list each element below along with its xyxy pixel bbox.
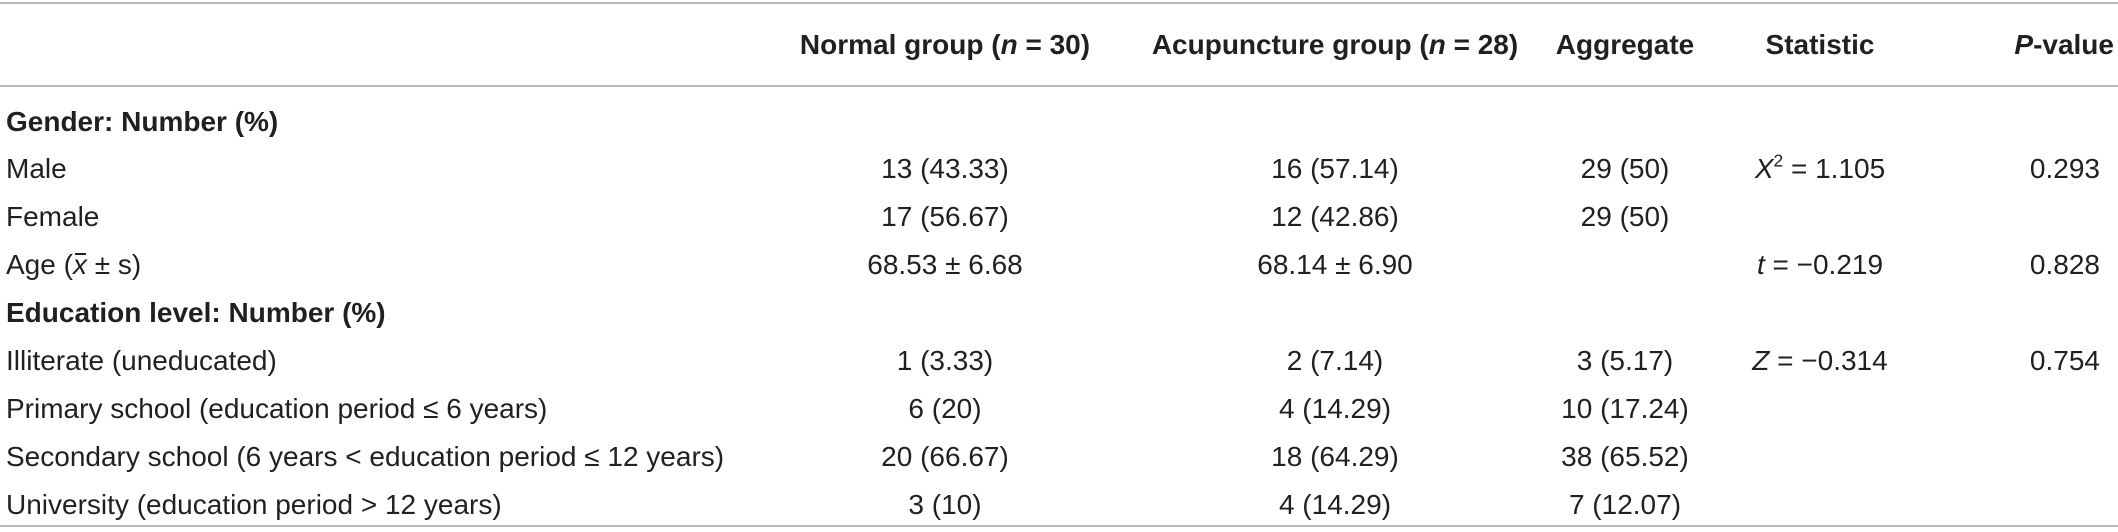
bottom-rule	[0, 525, 2118, 527]
statistic-value	[1720, 481, 1920, 529]
p-value	[1920, 481, 2118, 529]
normal-group-value: 13 (43.33)	[881, 153, 1009, 184]
normal-group-value: 17 (56.67)	[881, 201, 1009, 232]
header-label-column	[0, 4, 750, 85]
acupuncture-group-value: 12 (42.86)	[1271, 201, 1399, 232]
statistic-value: X2 = 1.105	[1754, 150, 1886, 184]
table-row: Secondary school (6 years < education pe…	[0, 433, 2118, 481]
acupuncture-group-value: 2 (7.14)	[1286, 345, 1384, 376]
p-value	[1920, 193, 2118, 241]
aggregate-value: 3 (5.17)	[1576, 345, 1674, 376]
table-body: Gender: Number (%) Male 13 (43.33) 16 (57.1…	[0, 85, 2118, 529]
statistic-value	[1720, 433, 1920, 481]
aggregate-value: 10 (17.24)	[1561, 393, 1689, 424]
p-value: 0.754	[2029, 345, 2100, 376]
normal-group-value: 1 (3.33)	[896, 345, 994, 376]
acupuncture-group-value: 18 (64.29)	[1271, 441, 1399, 472]
aggregate-value	[1530, 241, 1720, 289]
row-label: Female	[6, 201, 100, 232]
aggregate-value: 29 (50)	[1580, 201, 1670, 232]
normal-group-value: 68.53 ± 6.68	[867, 249, 1023, 280]
aggregate-value: 29 (50)	[1580, 153, 1670, 184]
row-label: Male	[6, 153, 67, 184]
statistic-value	[1720, 193, 1920, 241]
p-value: 0.293	[2029, 153, 2100, 184]
table-row: Male 13 (43.33) 16 (57.14) 29 (50) X2 = 1.10…	[0, 145, 2118, 193]
section-label: Gender: Number (%)	[6, 106, 279, 137]
section-label: Education level: Number (%)	[6, 297, 386, 328]
header-acupuncture-group: Acupuncture group (n = 28)	[1151, 28, 1519, 60]
table-row: Illiterate (uneducated) 1 (3.33) 2 (7.14) 3…	[0, 337, 2118, 385]
statistic-value: t = −0.219	[1756, 249, 1884, 280]
table-row: University (education period > 12 years)…	[0, 481, 2118, 529]
header-aggregate: Aggregate	[1555, 28, 1695, 60]
section-header-row: Gender: Number (%)	[0, 85, 2118, 145]
table-header: Normal group (n = 30) Acupuncture group …	[0, 4, 2118, 85]
statistic-value: Z = −0.314	[1752, 345, 1888, 376]
row-label: University (education period > 12 years)	[6, 489, 502, 520]
table-row: Female 17 (56.67) 12 (42.86) 29 (50)	[0, 193, 2118, 241]
row-label: Illiterate (uneducated)	[6, 345, 277, 376]
aggregate-value: 38 (65.52)	[1561, 441, 1689, 472]
demographics-table: Normal group (n = 30) Acupuncture group …	[0, 4, 2118, 529]
table-row: Age (x ± s) 68.53 ± 6.68 68.14 ± 6.90 t = −…	[0, 241, 2118, 289]
acupuncture-group-value: 16 (57.14)	[1271, 153, 1399, 184]
top-rule	[0, 2, 2118, 4]
p-value	[1920, 385, 2118, 433]
table-row: Primary school (education period ≤ 6 yea…	[0, 385, 2118, 433]
section-header-row: Education level: Number (%)	[0, 289, 2118, 337]
p-value: 0.828	[2029, 249, 2100, 280]
statistic-value	[1720, 385, 1920, 433]
row-label: Age (x ± s)	[6, 249, 142, 280]
normal-group-value: 6 (20)	[908, 393, 982, 424]
p-value	[1920, 433, 2118, 481]
header-rule	[0, 85, 2118, 87]
header-row: Normal group (n = 30) Acupuncture group …	[0, 4, 2118, 85]
header-normal-group: Normal group (n = 30)	[799, 28, 1091, 60]
aggregate-value: 7 (12.07)	[1568, 489, 1682, 520]
acupuncture-group-value: 68.14 ± 6.90	[1257, 249, 1413, 280]
normal-group-value: 3 (10)	[908, 489, 982, 520]
header-statistic: Statistic	[1765, 28, 1875, 60]
row-label: Secondary school (6 years < education pe…	[6, 441, 725, 472]
acupuncture-group-value: 4 (14.29)	[1278, 393, 1392, 424]
normal-group-value: 20 (66.67)	[881, 441, 1009, 472]
row-label: Primary school (education period ≤ 6 yea…	[6, 393, 548, 424]
x-bar-symbol: x	[72, 249, 87, 280]
header-p-value: P-value	[2014, 28, 2114, 60]
acupuncture-group-value: 4 (14.29)	[1278, 489, 1392, 520]
